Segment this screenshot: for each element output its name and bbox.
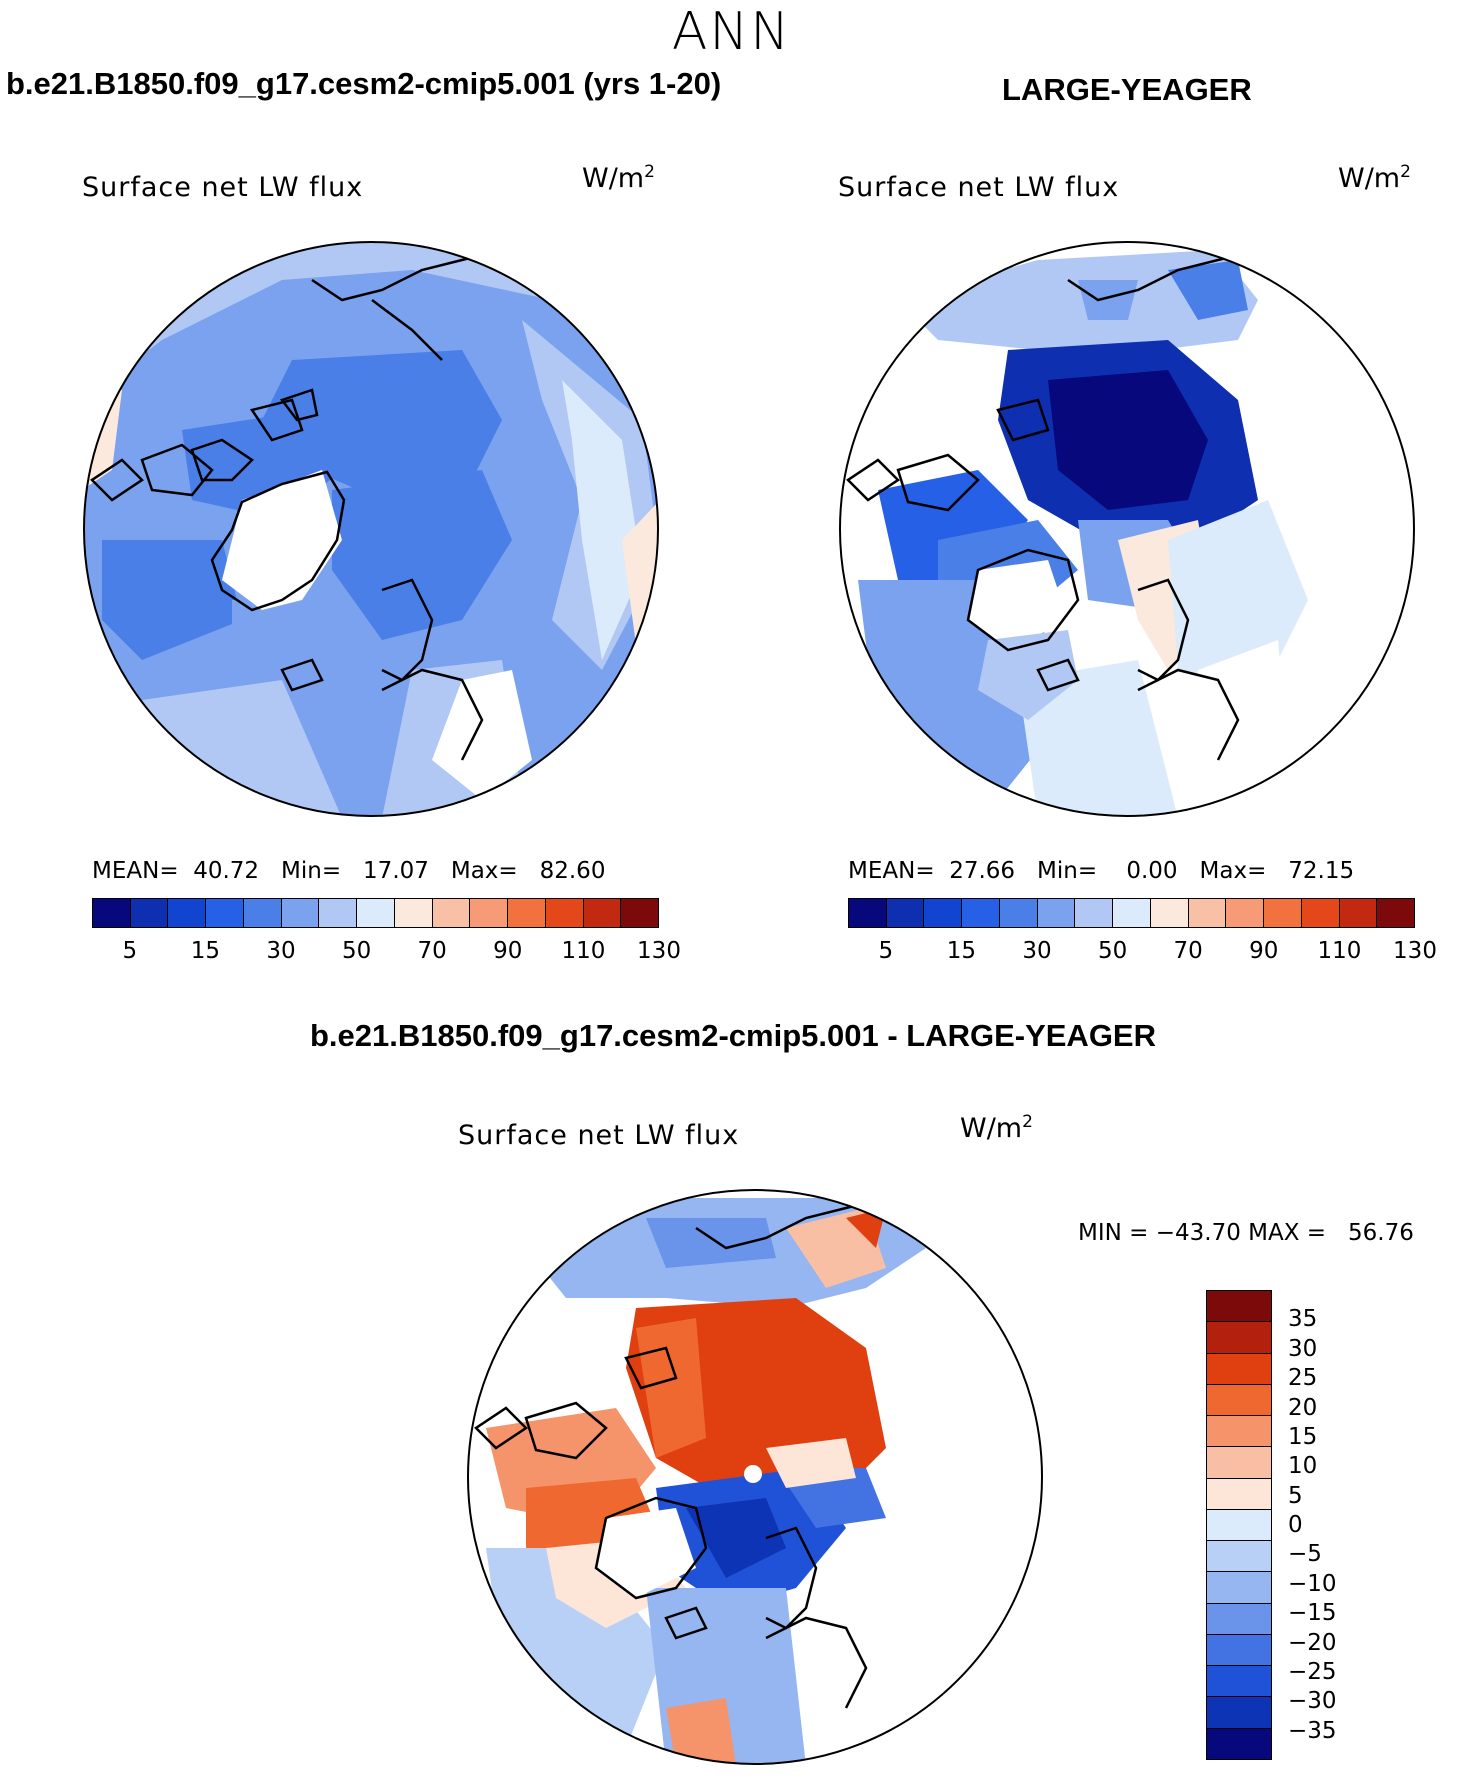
- colorbar-swatch: [1226, 899, 1265, 927]
- colorbar-swatch: [1207, 1603, 1271, 1635]
- colorbar-swatch: [1207, 1322, 1271, 1354]
- colorbar-swatch: [470, 899, 509, 927]
- colorbar-tick-label: 25: [1288, 1365, 1318, 1392]
- panel2-colorbar-ticks: 5 15 30 50 70 90 110 130: [848, 938, 1436, 968]
- colorbar-swatch: [1377, 899, 1415, 927]
- colorbar-swatch: [432, 899, 471, 927]
- colorbar-swatch: [1207, 1666, 1271, 1698]
- diff-plot-title: Surface net LW flux: [458, 1120, 740, 1151]
- colorbar-swatch: [924, 899, 963, 927]
- season-title: ANN: [671, 2, 792, 62]
- colorbar-tick-label: 5: [122, 938, 138, 964]
- diff-colorbar-ticks: 35 30 25 20 15 10 5 0 −5 −10 −15 −20 −25 −30 −35: [1288, 1290, 1378, 1760]
- colorbar-swatch: [508, 899, 546, 927]
- colorbar-swatch: [281, 899, 320, 927]
- colorbar-swatch: [1264, 899, 1302, 927]
- colorbar-swatch: [1207, 1572, 1271, 1604]
- colorbar-swatch: [545, 899, 584, 927]
- colorbar-swatch: [357, 899, 395, 927]
- panel1-polar-map: [83, 241, 659, 817]
- colorbar-swatch: [206, 899, 244, 927]
- colorbar-tick-label: −35: [1288, 1717, 1337, 1744]
- colorbar-tick-label: 110: [561, 938, 606, 964]
- colorbar-swatch: [962, 899, 1000, 927]
- colorbar-swatch: [1037, 899, 1076, 927]
- colorbar-tick-label: 110: [1317, 938, 1362, 964]
- colorbar-swatch: [1207, 1634, 1271, 1667]
- panel2-units: W/m2: [1338, 162, 1411, 194]
- colorbar-swatch: [583, 899, 622, 927]
- colorbar-swatch: [621, 899, 659, 927]
- colorbar-tick-label: −10: [1288, 1570, 1337, 1597]
- colorbar-swatch: [319, 899, 358, 927]
- diff-minmax: MIN = −43.70 MAX = 56.76: [1078, 1220, 1414, 1246]
- colorbar-tick-label: 90: [493, 938, 523, 964]
- colorbar-tick-label: 30: [266, 938, 296, 964]
- colorbar-tick-label: −25: [1288, 1658, 1337, 1685]
- colorbar-tick-label: 15: [946, 938, 977, 964]
- panel1-units: W/m2: [582, 162, 655, 194]
- colorbar-tick-label: 130: [1393, 938, 1437, 964]
- colorbar-swatch: [886, 899, 925, 927]
- colorbar-swatch: [1339, 899, 1378, 927]
- colorbar-swatch: [1207, 1291, 1271, 1323]
- colorbar-swatch: [130, 899, 169, 927]
- colorbar-swatch: [1207, 1541, 1271, 1573]
- colorbar-swatch: [1207, 1447, 1271, 1479]
- colorbar-tick-label: 35: [1288, 1306, 1318, 1333]
- colorbar-swatch: [394, 899, 433, 927]
- colorbar-swatch: [1301, 899, 1340, 927]
- colorbar-swatch: [1207, 1728, 1271, 1759]
- colorbar-tick-label: 15: [1288, 1423, 1318, 1450]
- colorbar-swatch: [168, 899, 207, 927]
- panel2-colorbar: [848, 898, 1415, 928]
- diff-polar-map: [467, 1189, 1043, 1765]
- panel1-case-title: b.e21.B1850.f09_g17.cesm2-cmip5.001 (yrs…: [6, 66, 722, 101]
- colorbar-swatch: [243, 899, 282, 927]
- colorbar-tick-label: 5: [1288, 1482, 1303, 1509]
- colorbar-tick-label: 50: [1097, 938, 1128, 964]
- colorbar-tick-label: −30: [1288, 1688, 1337, 1715]
- colorbar-tick-label: −5: [1288, 1541, 1322, 1568]
- panel1-stats: MEAN= 40.72 Min= 17.07 Max= 82.60: [92, 858, 606, 884]
- panel2-case-title: LARGE-YEAGER: [1002, 72, 1252, 107]
- colorbar-tick-label: 30: [1288, 1335, 1318, 1362]
- colorbar-swatch: [93, 899, 131, 927]
- diff-colorbar: [1206, 1290, 1272, 1760]
- panel1-plot-title: Surface net LW flux: [82, 172, 364, 203]
- panel1-colorbar-ticks: 5 15 30 50 70 90 110 130: [92, 938, 680, 968]
- colorbar-swatch: [1188, 899, 1227, 927]
- diff-case-title: b.e21.B1850.f09_g17.cesm2-cmip5.001 - LA…: [310, 1018, 1156, 1053]
- colorbar-swatch: [1207, 1384, 1271, 1417]
- colorbar-swatch: [849, 899, 887, 927]
- colorbar-tick-label: 90: [1249, 938, 1279, 964]
- colorbar-tick-label: 10: [1288, 1453, 1318, 1480]
- diff-units: W/m2: [960, 1112, 1033, 1144]
- colorbar-swatch: [1207, 1416, 1271, 1448]
- colorbar-tick-label: −20: [1288, 1629, 1337, 1656]
- colorbar-tick-label: 50: [341, 938, 372, 964]
- colorbar-swatch: [999, 899, 1038, 927]
- colorbar-tick-label: −15: [1288, 1600, 1337, 1627]
- panel2-polar-map: [839, 241, 1415, 817]
- panel1-colorbar: [92, 898, 659, 928]
- colorbar-swatch: [1207, 1478, 1271, 1510]
- colorbar-tick-label: 70: [1173, 938, 1203, 964]
- colorbar-swatch: [1207, 1509, 1271, 1542]
- panel2-stats: MEAN= 27.66 Min= 0.00 Max= 72.15: [848, 858, 1355, 884]
- colorbar-tick-label: 70: [417, 938, 447, 964]
- colorbar-tick-label: 15: [190, 938, 221, 964]
- colorbar-tick-label: 130: [637, 938, 681, 964]
- colorbar-swatch: [1113, 899, 1151, 927]
- panel2-plot-title: Surface net LW flux: [838, 172, 1120, 203]
- colorbar-tick-label: 30: [1022, 938, 1052, 964]
- colorbar-swatch: [1207, 1697, 1271, 1729]
- colorbar-swatch: [1207, 1353, 1271, 1385]
- colorbar-swatch: [1075, 899, 1114, 927]
- colorbar-tick-label: 0: [1288, 1512, 1303, 1538]
- colorbar-tick-label: 5: [878, 938, 894, 964]
- colorbar-swatch: [1150, 899, 1189, 927]
- colorbar-tick-label: 20: [1288, 1394, 1318, 1421]
